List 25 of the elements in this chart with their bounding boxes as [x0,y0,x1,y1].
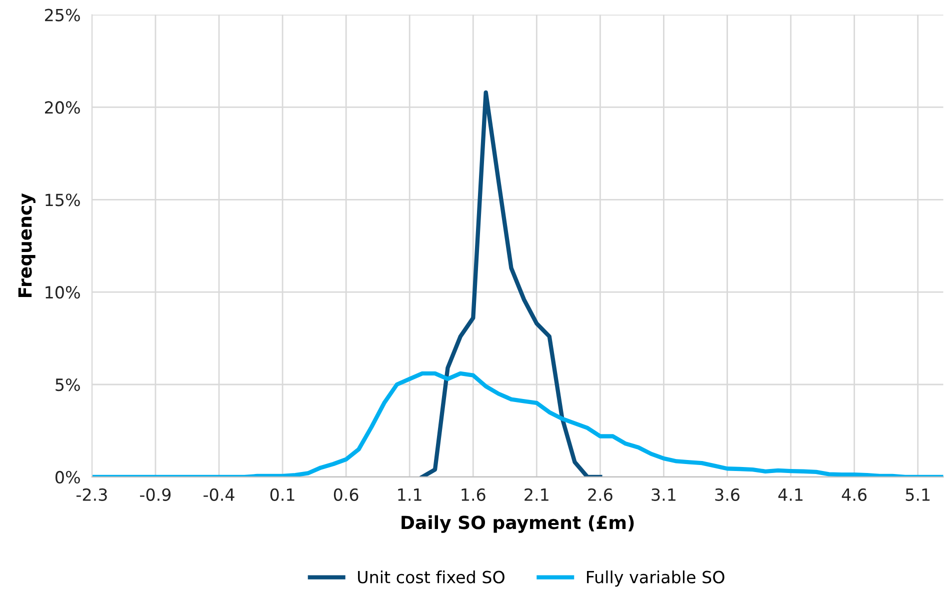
x-tick-label: 5.1 [906,488,930,501]
x-tick-label: -0.9 [140,488,171,501]
x-tick-label: 1.1 [398,488,422,501]
x-axis-title: Daily SO payment (£m) [402,515,634,533]
x-tick-label: 4.6 [842,488,867,501]
x-tick-label: 3.1 [652,488,676,501]
y-tick-label: 15% [46,194,80,206]
x-tick-label: 1.6 [462,488,486,501]
x-tick-label: -0.4 [204,488,234,501]
legend-label: Fully variable SO [587,570,724,587]
x-tick-label: 0.6 [334,488,358,501]
line-series [420,90,602,477]
y-tick-label: 0% [56,470,80,484]
x-tick-label: 2.6 [588,488,612,501]
x-tick-label: 4.1 [778,488,802,501]
x-tick-label: 0.1 [270,488,294,501]
x-tick-label: -2.3 [76,488,107,501]
y-tick-label: 25% [45,8,80,22]
legend-label: Unit cost fixed SO [358,570,504,584]
y-tick-label: 5% [56,378,80,392]
y-tick-label: 20% [45,101,80,114]
x-tick-label: 3.6 [715,488,740,501]
y-axis-title: Frequency [18,193,36,298]
x-tick-label: 2.1 [524,488,548,501]
y-tick-label: 10% [46,286,80,299]
